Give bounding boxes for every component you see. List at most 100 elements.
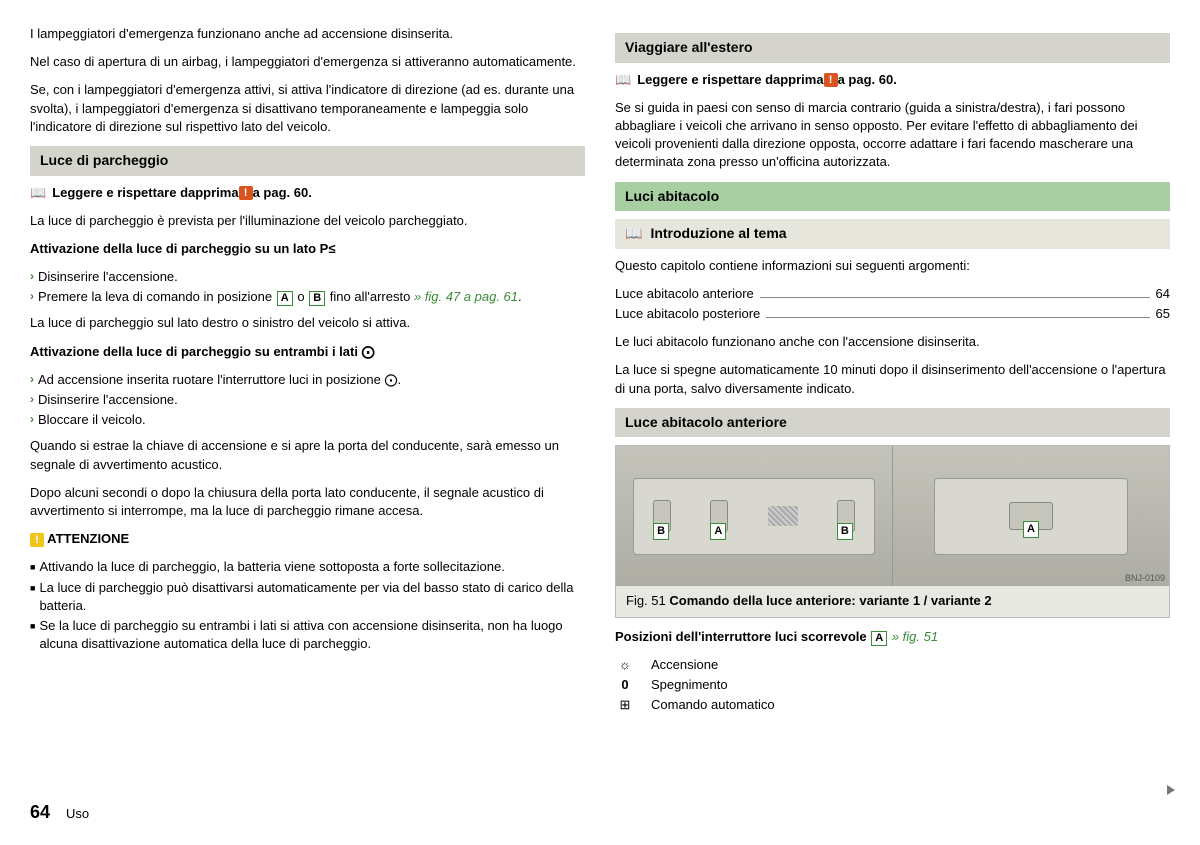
arrow-icon: › [30, 391, 34, 408]
item-text: Disinserire l'accensione. [38, 391, 178, 409]
label-b: B [837, 523, 853, 540]
list-item: ›Bloccare il veicolo. [30, 411, 585, 429]
bullet-icon: ■ [30, 579, 35, 597]
bullet-icon: ■ [30, 617, 35, 635]
pos-text: Comando automatico [651, 696, 775, 714]
read-prefix: Leggere e rispettare dapprima [52, 184, 238, 202]
item-text: Disinserire l'accensione. [38, 268, 178, 286]
figure-51: B A B A BNJ-0109 Fig. 51 Comando della l… [615, 445, 1170, 617]
section-front-interior-light: Luce abitacolo anteriore [615, 408, 1170, 438]
page-columns: I lampeggiatori d'emergenza funzionano a… [30, 25, 1170, 716]
item-text: Premere la leva di comando in posizione … [38, 288, 522, 306]
t: o [297, 289, 304, 304]
position-row: ☼ Accensione [615, 656, 1170, 674]
warning-icon: ! [239, 186, 253, 200]
section-parking-light: Luce di parcheggio [30, 146, 585, 176]
read-prefix: Leggere e rispettare dapprima [637, 71, 823, 89]
sym-off: 0 [615, 676, 635, 694]
list-item: › Premere la leva di comando in posizion… [30, 288, 585, 306]
list-item: ›Ad accensione inserita ruotare l'interr… [30, 371, 585, 389]
arrow-icon: › [30, 288, 34, 305]
read-first-note: Leggere e rispettare dapprima ! a pag. 6… [30, 184, 312, 202]
toc-row[interactable]: Luce abitacolo anteriore 64 [615, 285, 1170, 303]
figure-caption: Fig. 51 Comando della luce anteriore: va… [616, 586, 1169, 616]
section-travel-abroad: Viaggiare all'estero [615, 33, 1170, 63]
t: Posizioni dell'interruttore luci scorrev… [615, 629, 867, 644]
section-name: Uso [66, 805, 89, 823]
section-interior-lights: Luci abitacolo [615, 182, 1170, 212]
label-a: A [1023, 521, 1039, 538]
positions-list: ☼ Accensione 0 Spegnimento ⊞ Comando automa… [615, 656, 1170, 715]
intro-subheader: 📖 Introduzione al tema [615, 219, 1170, 249]
lights-icon: ⨀ [362, 344, 375, 359]
arrow-icon: › [30, 268, 34, 285]
label-a: A [710, 523, 726, 540]
pos-text: Accensione [651, 656, 718, 674]
para: Questo capitolo contiene informazioni su… [615, 257, 1170, 275]
para: Nel caso di apertura di un airbag, i lam… [30, 53, 585, 71]
toc-leader [766, 317, 1149, 318]
page-footer: 64 Uso [30, 800, 89, 825]
list-item: ›Disinserire l'accensione. [30, 391, 585, 409]
attention-label: ATTENZIONE [47, 531, 129, 546]
subtitle-one-side: Attivazione della luce di parcheggio su … [30, 240, 585, 258]
para: La luce di parcheggio è prevista per l'i… [30, 212, 585, 230]
bullet-icon: ■ [30, 558, 35, 576]
list-item: ■La luce di parcheggio può disattivarsi … [30, 579, 585, 615]
key-a: A [871, 631, 887, 646]
para: Se si guida in paesi con senso di marcia… [615, 99, 1170, 172]
position-row: 0 Spegnimento [615, 676, 1170, 694]
item-text: Attivando la luce di parcheggio, la batt… [39, 558, 504, 576]
fig-ref[interactable]: » fig. 47 a pag. 61 [414, 289, 518, 304]
subtitle-text: Attivazione della luce di parcheggio su … [30, 241, 316, 256]
page-number: 64 [30, 800, 50, 825]
list-item: ■Attivando la luce di parcheggio, la bat… [30, 558, 585, 576]
arrow-icon: › [30, 371, 34, 388]
para: Quando si estrae la chiave di accensione… [30, 437, 585, 473]
toc-page: 65 [1156, 305, 1170, 323]
read-suffix: a pag. 60. [838, 71, 897, 89]
item-text: Ad accensione inserita ruotare l'interru… [38, 371, 401, 389]
para: La luce di parcheggio sul lato destro o … [30, 314, 585, 332]
subtitle-both-sides: Attivazione della luce di parcheggio su … [30, 343, 585, 361]
steps-both-sides: ›Ad accensione inserita ruotare l'interr… [30, 371, 585, 430]
label-b: B [653, 523, 669, 540]
steps-one-side: ›Disinserire l'accensione. › Premere la … [30, 268, 585, 306]
sym-on-icon: ☼ [615, 656, 635, 674]
para: La luce si spegne automaticamente 10 min… [615, 361, 1170, 397]
para: Le luci abitacolo funzionano anche con l… [615, 333, 1170, 351]
book-icon: 📖 [625, 224, 642, 244]
item-text: Se la luce di parcheggio su entrambi i l… [39, 617, 585, 653]
sym-auto-icon: ⊞ [615, 696, 635, 714]
read-first-note: Leggere e rispettare dapprima ! a pag. 6… [615, 71, 897, 89]
attention-icon: ! [30, 533, 44, 547]
position-row: ⊞ Comando automatico [615, 696, 1170, 714]
figure-variant-1: B A B [616, 446, 893, 586]
para: I lampeggiatori d'emergenza funzionano a… [30, 25, 585, 43]
left-column: I lampeggiatori d'emergenza funzionano a… [30, 25, 585, 716]
toc-page: 64 [1156, 285, 1170, 303]
fig-num: Fig. 51 [626, 593, 666, 608]
figure-variant-2: A BNJ-0109 [893, 446, 1169, 586]
figure-code: BNJ-0109 [1125, 572, 1165, 585]
read-suffix: a pag. 60. [253, 184, 312, 202]
park-icon: P≤ [320, 241, 336, 256]
positions-title: Posizioni dell'interruttore luci scorrev… [615, 628, 1170, 646]
pos-text: Spegnimento [651, 676, 728, 694]
continue-indicator-icon [1167, 785, 1175, 795]
para: Dopo alcuni secondi o dopo la chiusura d… [30, 484, 585, 520]
toc-row[interactable]: Luce abitacolo posteriore 65 [615, 305, 1170, 323]
subheader-text: Introduzione al tema [650, 224, 786, 244]
light-panel: A [934, 478, 1127, 555]
item-text: La luce di parcheggio può disattivarsi a… [39, 579, 585, 615]
attention-list: ■Attivando la luce di parcheggio, la bat… [30, 558, 585, 653]
fig-ref[interactable]: » fig. 51 [892, 629, 938, 644]
figure-images: B A B A BNJ-0109 [616, 446, 1169, 586]
right-column: Viaggiare all'estero Leggere e rispettar… [615, 25, 1170, 716]
light-panel: B A B [633, 478, 876, 555]
toc-label: Luce abitacolo anteriore [615, 285, 754, 303]
list-item: ■Se la luce di parcheggio su entrambi i … [30, 617, 585, 653]
para: Se, con i lampeggiatori d'emergenza atti… [30, 81, 585, 136]
subtitle-text: Attivazione della luce di parcheggio su … [30, 344, 358, 359]
key-b: B [309, 291, 325, 306]
